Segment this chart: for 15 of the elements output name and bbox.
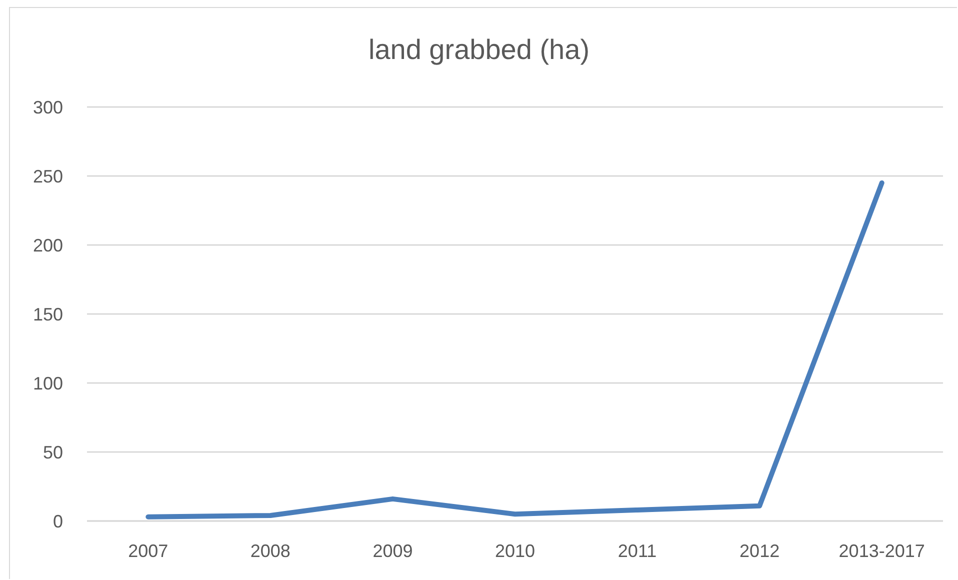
- x-tick-label: 2010: [494, 540, 536, 561]
- x-tick-label: 2009: [372, 540, 413, 561]
- y-tick-label: 300: [32, 97, 63, 118]
- chart-title: land grabbed (ha): [367, 33, 591, 67]
- y-tick-label: 100: [32, 373, 63, 394]
- x-tick-label: 2007: [128, 540, 168, 561]
- y-tick-label: 50: [42, 442, 63, 462]
- x-tick-label: 2013-2017: [838, 540, 925, 561]
- y-tick-label: 250: [32, 166, 63, 186]
- y-tick-label: 0: [52, 511, 63, 532]
- y-tick-label: 150: [32, 304, 63, 324]
- x-tick-label: 2011: [618, 540, 657, 561]
- x-tick-label: 2008: [250, 540, 290, 561]
- x-tick-label: 2012: [740, 540, 780, 561]
- y-tick-label: 200: [32, 235, 63, 256]
